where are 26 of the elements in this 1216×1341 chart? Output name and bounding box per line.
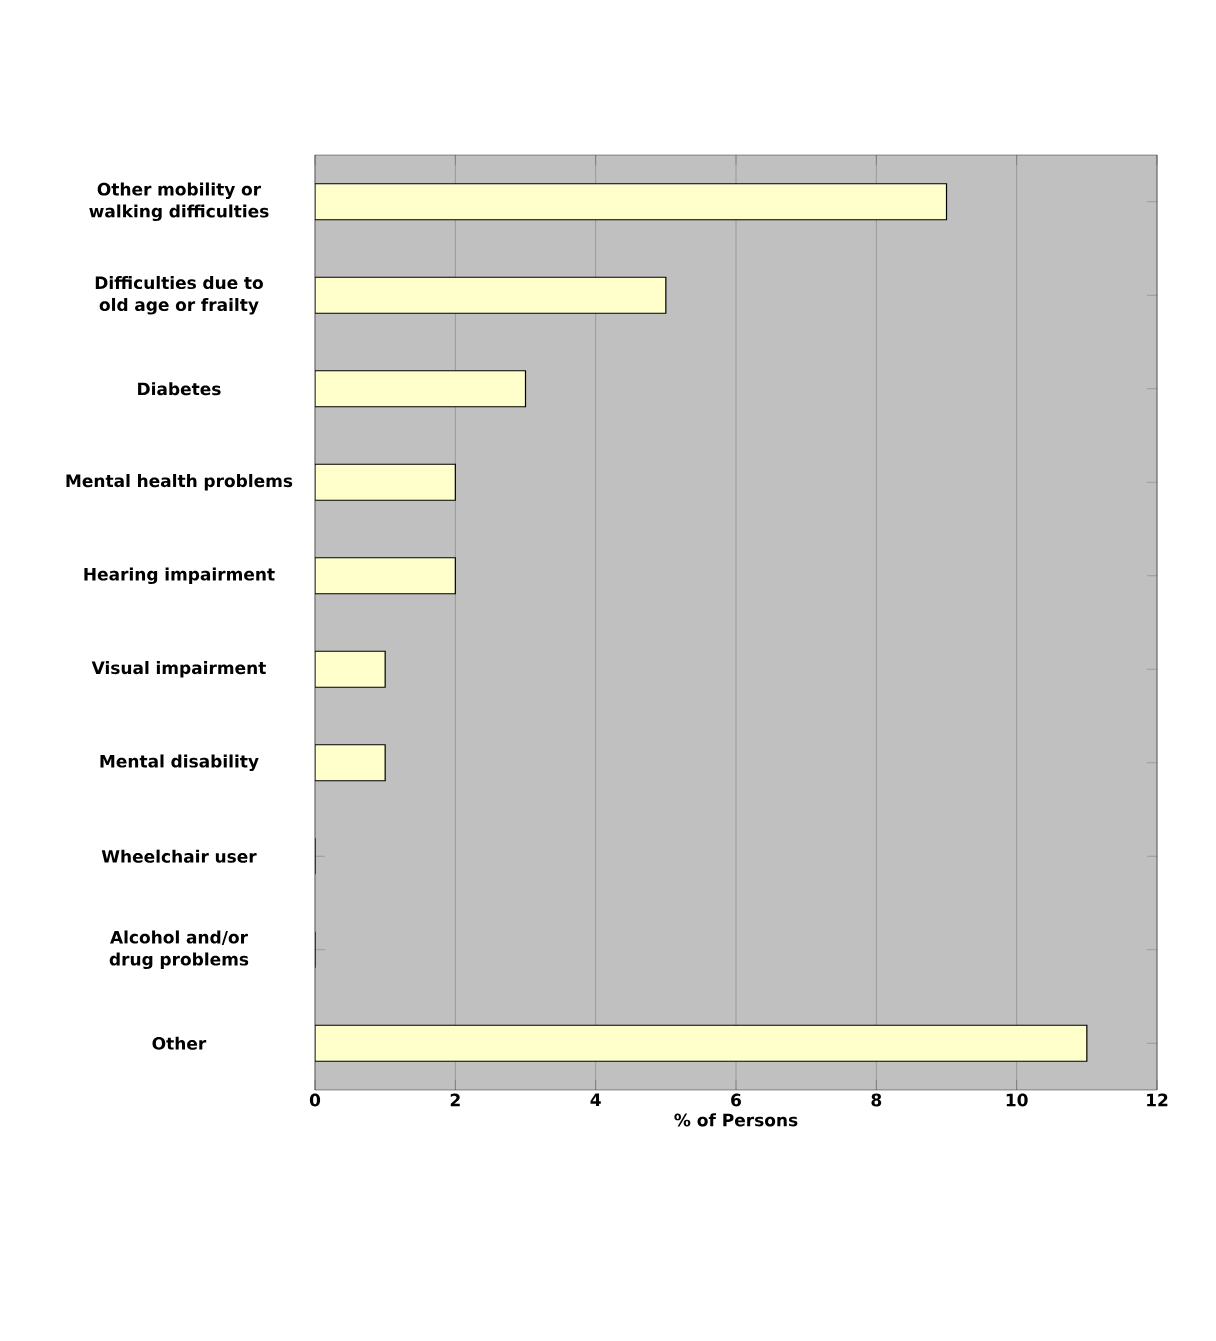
y-tick-label: Other	[152, 1036, 207, 1050]
bar	[315, 1024, 1088, 1062]
y-tick-label: Difficulties due to old age or frailty	[95, 275, 263, 315]
bar	[315, 650, 386, 688]
bar	[315, 183, 948, 221]
y-tick-label: Mental health problems	[66, 474, 293, 491]
x-tick-label: 4	[590, 1093, 601, 1106]
x-tick-label: 0	[309, 1093, 321, 1107]
x-tick-label: 12	[1147, 1093, 1168, 1107]
y-tick-label: Other mobility or walking difficulties	[89, 182, 269, 222]
y-tick-label: Wheelchair user	[101, 849, 257, 863]
y-tick-label: Hearing impairment	[84, 567, 275, 585]
bar	[315, 463, 456, 501]
x-tick-label: 2	[450, 1093, 460, 1107]
bar	[315, 744, 386, 782]
y-tick-label: Alcohol and/or drug problems	[109, 930, 249, 970]
y-tick-label: Mental disability	[100, 754, 259, 772]
x-tick-label: 10	[1006, 1093, 1028, 1107]
bar	[315, 557, 456, 595]
bar	[315, 370, 527, 408]
x-tick-label: 6	[731, 1093, 741, 1107]
y-tick-label: Visual impairment	[91, 661, 266, 678]
x-axis-title: % of Persons	[674, 1113, 798, 1127]
x-tick-label: 8	[871, 1093, 882, 1107]
y-tick-label: Diabetes	[138, 382, 221, 396]
bar	[315, 276, 667, 314]
